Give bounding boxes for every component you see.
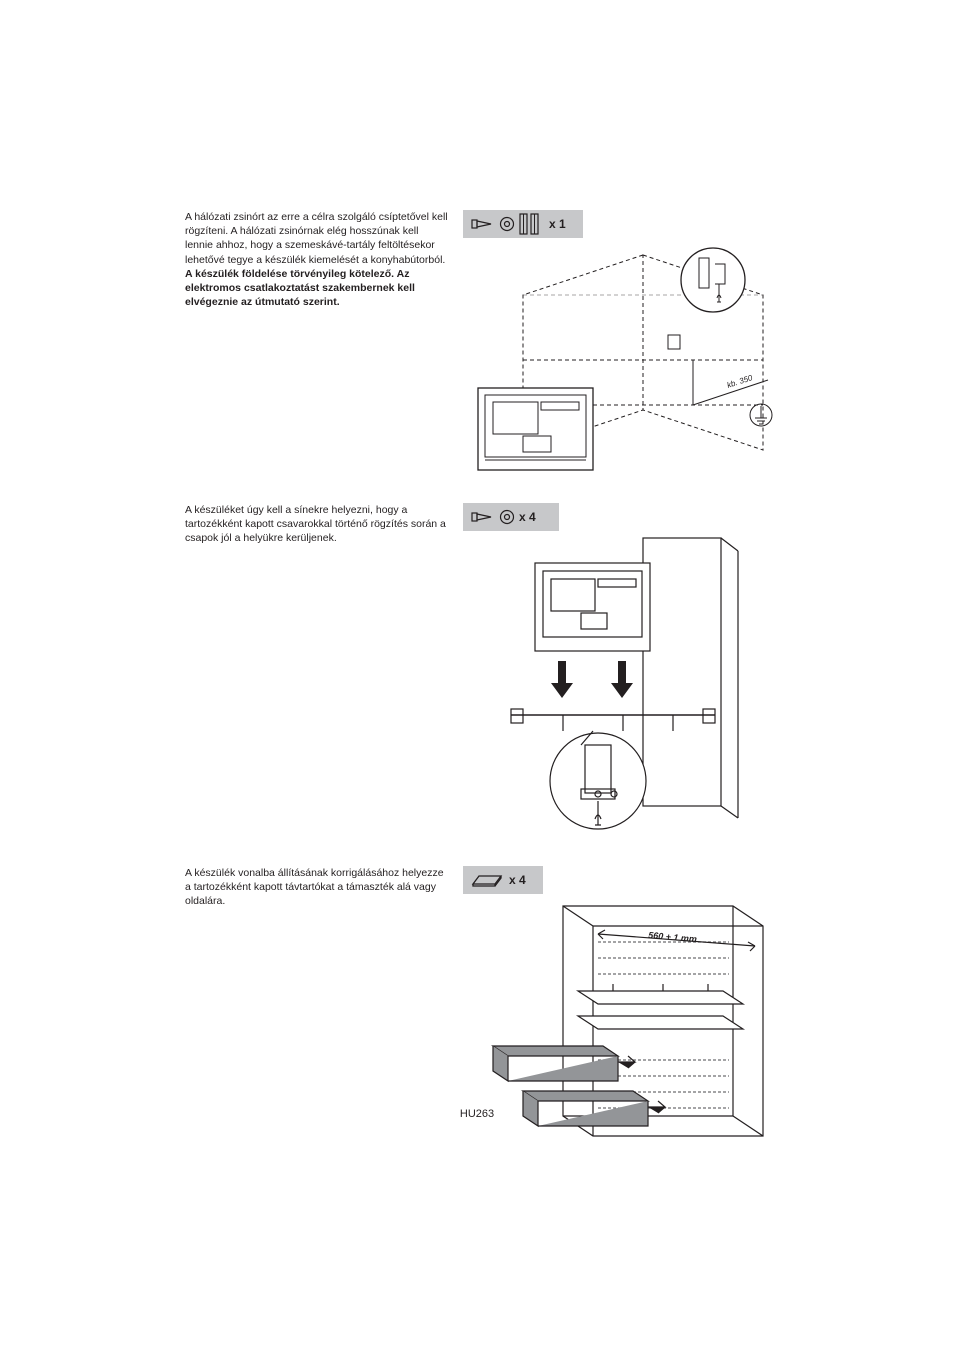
section-3-body: A készülék vonalba állításának korrigálá… <box>185 867 444 907</box>
section-2: A készüléket úgy kell a sínekre helyezni… <box>185 503 854 838</box>
hardware-count-3: x 4 <box>509 873 526 887</box>
hardware-badge-2: x 4 <box>463 503 559 531</box>
page-number: HU263 <box>0 1108 954 1120</box>
diagram-3: 560 + 1 mm <box>463 896 854 1141</box>
section-3-text: A készülék vonalba állításának korrigálá… <box>185 866 463 909</box>
document-page: A hálózati zsinórt az erre a célra szolg… <box>0 0 954 1350</box>
hardware-count-1: x 1 <box>549 217 566 231</box>
diagram-1: kb. 350 <box>463 240 854 475</box>
spacer-icon <box>471 872 505 888</box>
washer-icon <box>499 509 515 525</box>
section-2-text: A készüléket úgy kell a sínekre helyezni… <box>185 503 463 546</box>
washer-icon <box>499 216 515 232</box>
section-3: A készülék vonalba állításának korrigálá… <box>185 866 854 1141</box>
screw-icon <box>471 217 495 231</box>
section-1: A hálózati zsinórt az erre a célra szolg… <box>185 210 854 475</box>
diagram-2 <box>463 533 854 838</box>
bracket-icon <box>519 213 545 235</box>
section-2-body: A készüléket úgy kell a sínekre helyezni… <box>185 504 446 544</box>
screw-icon <box>471 510 495 524</box>
dimension-label-1: kb. 350 <box>726 373 754 390</box>
section-1-body: A hálózati zsinórt az erre a célra szolg… <box>185 211 448 266</box>
section-3-diagram-col: x 4 <box>463 866 854 1141</box>
hardware-count-2: x 4 <box>519 510 536 524</box>
section-2-diagram-col: x 4 <box>463 503 854 838</box>
section-1-diagram-col: x 1 <box>463 210 854 475</box>
hardware-badge-1: x 1 <box>463 210 583 238</box>
hardware-badge-3: x 4 <box>463 866 543 894</box>
section-1-text: A hálózati zsinórt az erre a célra szolg… <box>185 210 463 309</box>
section-1-bold: A készülék földelése törvényileg kötelez… <box>185 268 415 308</box>
